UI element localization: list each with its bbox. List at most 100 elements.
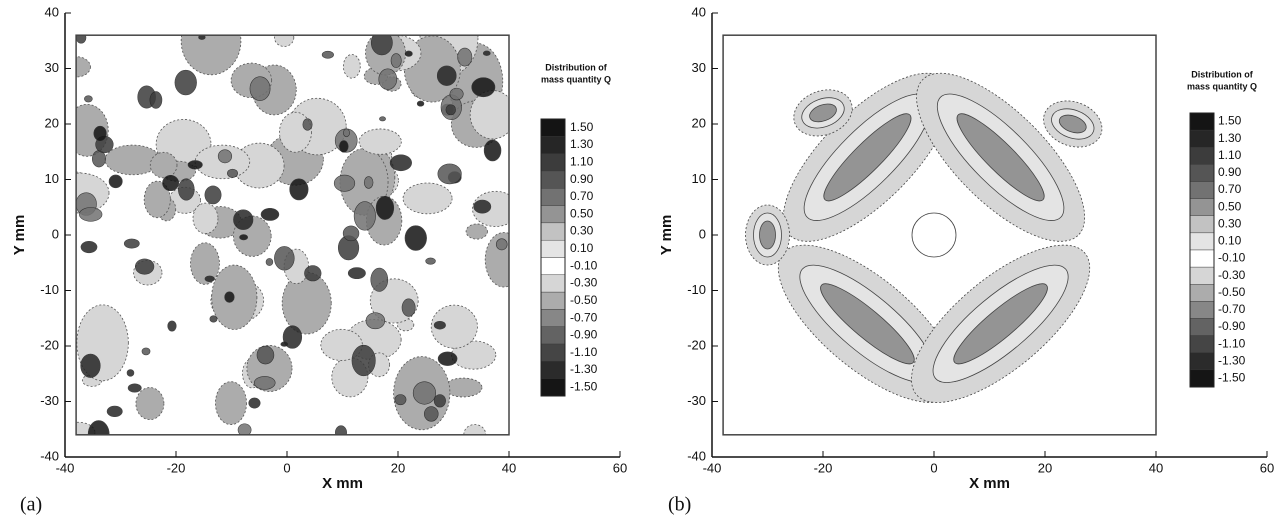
colorbar-label: -0.70 [570, 310, 598, 324]
contour-region [224, 291, 235, 303]
contour-region [274, 35, 295, 47]
contour-region [84, 95, 93, 103]
contour-region [365, 312, 386, 330]
colorbar-label: -0.10 [1218, 251, 1246, 265]
contour-region [149, 91, 163, 109]
contour-region [457, 47, 473, 67]
contour-region [809, 103, 837, 123]
contour-region [953, 283, 1048, 365]
contour-region [180, 35, 242, 76]
colorbar-label: -0.10 [570, 258, 598, 272]
contour-region [141, 347, 151, 356]
y-tick-label: 30 [692, 60, 706, 75]
colorbar-title: Distribution of [1191, 69, 1253, 79]
contour-region [80, 353, 101, 378]
contour-region [79, 207, 103, 222]
colorbar-band [1189, 232, 1215, 251]
y-axis-label: Y mm [658, 215, 675, 256]
y-tick-label: 10 [45, 171, 59, 186]
colorbar-label: -1.50 [1218, 371, 1246, 385]
contour-region [248, 397, 261, 409]
colorbar-band [1189, 129, 1215, 148]
colorbar-band [540, 205, 566, 224]
colorbar-band [1189, 301, 1215, 319]
contour-region [404, 225, 427, 251]
contour-region [237, 423, 252, 435]
x-tick-label: 60 [1260, 460, 1274, 475]
colorbar-band [1189, 147, 1215, 165]
colorbar-label: 0.90 [1218, 165, 1242, 179]
panel-label: (a) [20, 494, 42, 516]
contour-region [321, 50, 334, 59]
colorbar-border [1189, 112, 1215, 388]
colorbar-label: -0.50 [570, 293, 598, 307]
y-tick-label: 20 [45, 115, 59, 130]
contour-region [281, 272, 332, 335]
colorbar-band [540, 188, 566, 206]
y-tick-label: -20 [40, 337, 59, 352]
colorbar-label: 1.30 [570, 137, 594, 151]
contour-region [178, 178, 195, 201]
x-axis-label: X mm [322, 475, 363, 492]
x-tick-label: -40 [56, 460, 75, 475]
x-tick-label: 0 [283, 460, 290, 475]
plot-border [722, 34, 1157, 436]
y-tick-label: 40 [45, 4, 59, 19]
contour-region [425, 257, 436, 265]
colorbar-band [1189, 249, 1215, 268]
panel: -40 -20 0 20 40 60 -40 -30 -20 -10 0 10 20 30 40 X mm Y … [11, 4, 627, 516]
contour-region [402, 182, 453, 215]
colorbar-label: 1.50 [1218, 114, 1242, 128]
contour-region [253, 376, 276, 390]
contour-region [342, 225, 360, 242]
colorbar-label: 1.10 [570, 154, 594, 168]
colorbar-band [1189, 181, 1215, 199]
colorbar-label: -1.30 [570, 362, 598, 376]
contour-region [465, 223, 488, 240]
y-tick-label: 40 [692, 4, 706, 19]
colorbar-label: 0.50 [570, 206, 594, 220]
colorbar-label: -0.30 [570, 276, 598, 290]
contour-region [423, 406, 439, 422]
contour-region [135, 387, 165, 421]
colorbar-label: 0.30 [1218, 216, 1242, 230]
y-axis-label: Y mm [11, 215, 28, 256]
colorbar-title: Distribution of [545, 62, 607, 72]
colorbar-band [540, 118, 566, 137]
contour-region [416, 100, 425, 107]
colorbar-band [540, 326, 566, 345]
colorbar-band [540, 309, 566, 327]
colorbar-band [540, 257, 566, 276]
colorbar-label: 0.10 [570, 241, 594, 255]
colorbar-title: mass quantity Q [1187, 81, 1257, 91]
colorbar-label: -0.30 [1218, 268, 1246, 282]
contour-region [217, 149, 233, 164]
x-tick-label: -20 [814, 460, 833, 475]
colorbar-label: -0.50 [1218, 285, 1246, 299]
contour-region [433, 394, 446, 408]
contour-region [260, 207, 280, 221]
contour-region [353, 201, 376, 231]
colorbar-band [1189, 112, 1215, 131]
contour-region [375, 195, 395, 220]
colorbar-label: -1.10 [1218, 336, 1246, 350]
panel-label: (b) [668, 494, 691, 516]
y-tick-label: 20 [692, 115, 706, 130]
contour-region [127, 383, 142, 393]
contour-region [320, 328, 363, 361]
contour-region [370, 267, 389, 292]
colorbar-label: 0.70 [1218, 182, 1242, 196]
contour-region [162, 175, 180, 192]
y-tick-label: -30 [687, 393, 706, 408]
contour-region [256, 345, 275, 365]
contour-region [473, 199, 492, 214]
contour-region [379, 116, 386, 122]
colorbar-band [540, 291, 566, 310]
contour-region [394, 394, 407, 406]
colorbar-label: -0.90 [570, 328, 598, 342]
colorbar-border [540, 118, 566, 397]
y-tick-label: -10 [40, 282, 59, 297]
contour-region [93, 125, 107, 142]
contour-region [823, 113, 912, 202]
contour-region [76, 35, 87, 44]
